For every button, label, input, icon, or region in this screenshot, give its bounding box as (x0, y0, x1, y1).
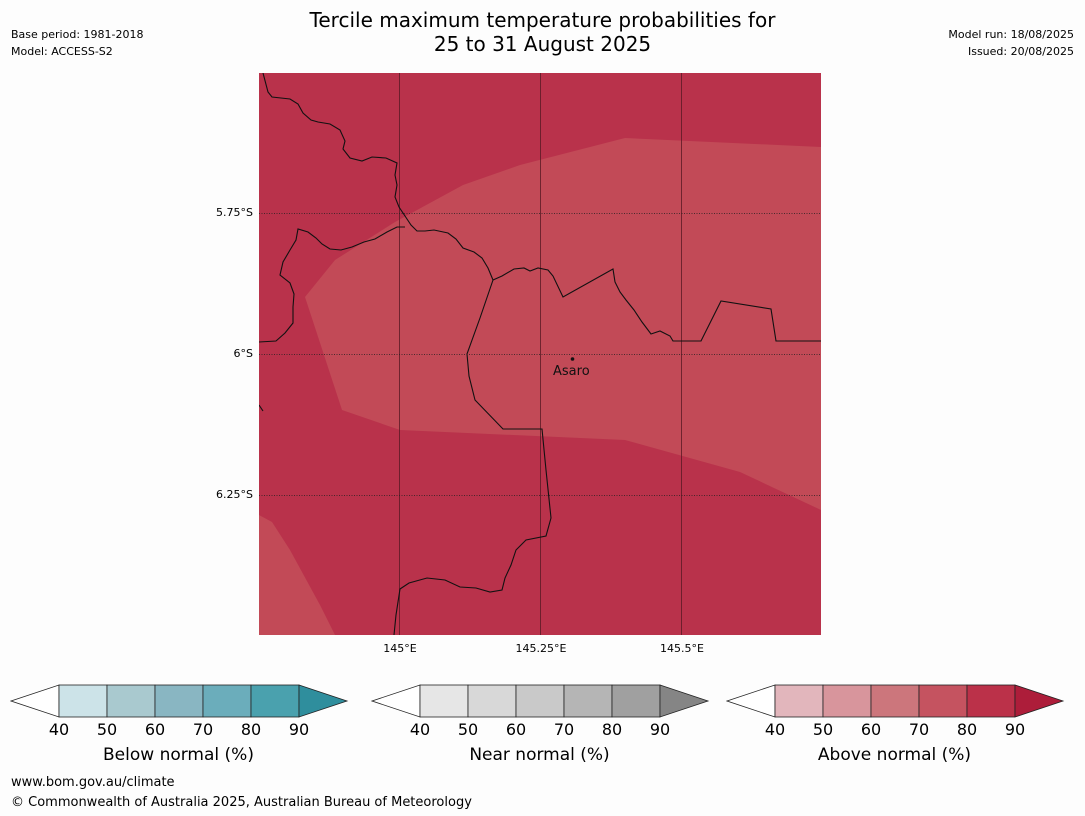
colorbar-near-tick-1: 50 (457, 720, 479, 739)
colorbar-above-swatch-60-70 (870, 684, 920, 718)
colorbar-above-swatch-80-90 (966, 684, 1016, 718)
colorbar-near-tick-0: 40 (409, 720, 431, 739)
lon-label-145-25e: 145.25°E (515, 642, 567, 655)
colorbar-above-label: Above normal (%) (817, 745, 972, 765)
colorbar-above-tick-4: 80 (956, 720, 978, 739)
colorbar-near-normal (371, 684, 710, 718)
colorbar-above-normal (726, 684, 1065, 718)
colorbar-below-swatch-70-80 (202, 684, 252, 718)
lon-label-145-5e: 145.5°E (660, 642, 704, 655)
colorbar-below-tick-3: 70 (192, 720, 214, 739)
model-run-text: Model run: 18/08/2025 (948, 28, 1074, 41)
probability-fill-70-80-southwest (259, 515, 335, 635)
colorbar-above-tick-1: 50 (812, 720, 834, 739)
colorbar-near-tick-4: 80 (601, 720, 623, 739)
colorbar-above-swatch-70-80 (918, 684, 968, 718)
issued-text: Issued: 20/08/2025 (967, 45, 1074, 58)
province-boundaries (259, 73, 821, 635)
chart-title-line-2: 25 to 31 August 2025 (433, 32, 652, 56)
colorbar-near-label: Near normal (%) (469, 745, 610, 765)
place-label-asaro: Asaro (553, 364, 590, 379)
chart-title-line-1: Tercile maximum temperature probabilitie… (309, 8, 776, 32)
colorbar-near-tick-3: 70 (553, 720, 575, 739)
colorbar-above-tick-3: 70 (908, 720, 930, 739)
colorbar-below-normal (10, 684, 349, 718)
model-text: Model: ACCESS-S2 (11, 45, 113, 58)
colorbar-below-label: Below normal (%) (103, 745, 254, 765)
colorbar-below-swatch-under-40 (10, 684, 60, 718)
colorbar-above-tick-2: 60 (860, 720, 882, 739)
colorbar-below-tick-4: 80 (240, 720, 262, 739)
colorbar-near-swatch-50-60 (467, 684, 517, 718)
colorbar-above-swatch-40-50 (774, 684, 824, 718)
colorbar-below-tick-1: 50 (96, 720, 118, 739)
colorbar-below-tick-2: 60 (144, 720, 166, 739)
lat-label-5-75s: 5.75°S (216, 206, 253, 219)
lat-label-6-25s: 6.25°S (216, 488, 253, 501)
colorbar-near-swatch-40-50 (419, 684, 469, 718)
colorbar-below-swatch-80-90 (250, 684, 300, 718)
asaro-marker (570, 357, 575, 361)
footer-url-link[interactable]: www.bom.gov.au/climate (11, 775, 175, 790)
colorbar-below-swatch-60-70 (154, 684, 204, 718)
colorbar-above-tick-0: 40 (764, 720, 786, 739)
colorbar-below-swatch-50-60 (106, 684, 156, 718)
base-period-text: Base period: 1981-2018 (11, 28, 144, 41)
probability-fill-70-80 (305, 138, 821, 510)
colorbar-near-swatch-70-80 (563, 684, 613, 718)
colorbar-above-swatch-50-60 (822, 684, 872, 718)
colorbar-below-tick-0: 40 (48, 720, 70, 739)
colorbar-near-swatch-under-40 (371, 684, 421, 718)
colorbar-below-swatch-over-90 (298, 684, 349, 718)
colorbar-above-swatch-under-40 (726, 684, 776, 718)
colorbar-above-swatch-over-90 (1014, 684, 1065, 718)
colorbar-near-tick-5: 90 (649, 720, 671, 739)
colorbar-below-tick-5: 90 (288, 720, 310, 739)
colorbar-near-swatch-over-90 (659, 684, 710, 718)
colorbar-near-tick-2: 60 (505, 720, 527, 739)
colorbar-near-swatch-80-90 (611, 684, 661, 718)
lat-label-6s: 6°S (233, 347, 253, 360)
footer-copyright: © Commonwealth of Australia 2025, Austra… (11, 795, 472, 810)
colorbar-below-swatch-40-50 (58, 684, 108, 718)
lon-label-145e: 145°E (383, 642, 417, 655)
colorbar-near-swatch-60-70 (515, 684, 565, 718)
colorbar-above-tick-5: 90 (1004, 720, 1026, 739)
